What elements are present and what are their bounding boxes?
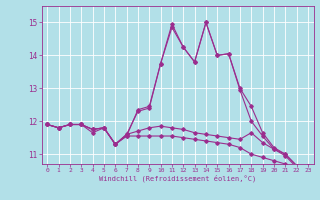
- X-axis label: Windchill (Refroidissement éolien,°C): Windchill (Refroidissement éolien,°C): [99, 175, 256, 182]
